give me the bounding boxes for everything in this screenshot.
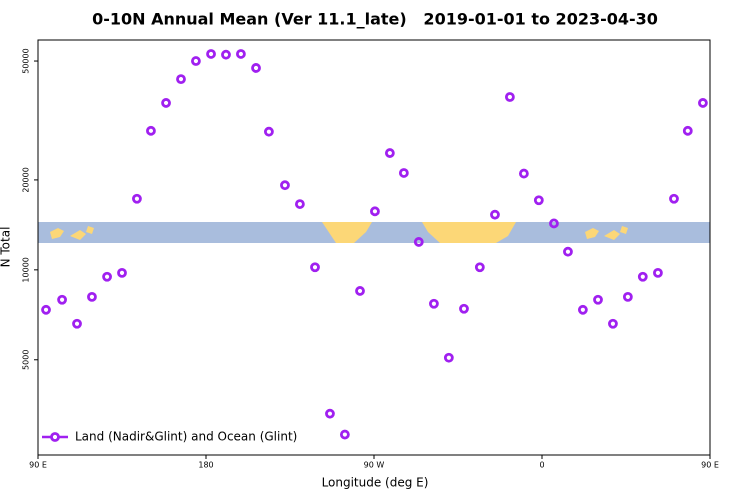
y-tick-label: 5000 [22, 350, 31, 370]
data-point [72, 318, 82, 329]
y-tick-label: 50000 [22, 48, 31, 73]
data-point [669, 193, 679, 204]
data-point [87, 291, 97, 302]
data-point [682, 125, 693, 136]
data-point [384, 148, 395, 158]
data-point [608, 318, 618, 329]
data-point [504, 92, 515, 102]
x-tick-label: 90 W [364, 461, 385, 470]
y-axis-label: N Total [0, 227, 13, 268]
data-point [459, 303, 469, 314]
data-point [370, 206, 380, 217]
data-point [264, 126, 274, 137]
data-point [577, 304, 588, 315]
data-point [622, 291, 633, 302]
data-point [294, 199, 305, 209]
data-point [413, 237, 424, 247]
data-point [355, 286, 365, 296]
x-tick-label: 180 [198, 461, 213, 470]
data-point [221, 49, 231, 60]
data-point [474, 262, 485, 273]
data-point [236, 49, 246, 59]
data-point [132, 193, 142, 204]
data-point [280, 180, 290, 191]
data-point [698, 98, 708, 108]
data-point [563, 246, 573, 257]
data-point [443, 352, 454, 363]
legend-label: Land (Nadir&Glint) and Ocean (Glint) [75, 430, 297, 444]
y-tick-label: 10000 [22, 257, 31, 282]
data-point [251, 63, 261, 73]
data-point [117, 267, 127, 278]
data-point [325, 408, 335, 419]
data-point [191, 56, 201, 66]
chart-title: 0-10N Annual Mean (Ver 11.1_late) 2019-0… [92, 10, 658, 29]
x-tick-label: 90 E [701, 461, 719, 470]
data-point [518, 168, 529, 179]
data-point [549, 218, 559, 229]
x-tick-label: 90 E [29, 461, 47, 470]
data-point [102, 271, 112, 282]
data-point [146, 125, 156, 136]
data-point [653, 267, 663, 278]
data-point [206, 49, 216, 59]
data-point [161, 98, 171, 108]
x-tick-label: 0 [539, 461, 544, 470]
legend-marker [50, 432, 60, 442]
data-point [533, 195, 544, 206]
plot-frame [37, 39, 711, 456]
data-point [398, 168, 409, 178]
data-point [339, 429, 350, 440]
map-band [38, 222, 710, 243]
data-point [637, 271, 648, 282]
data-point [310, 262, 320, 273]
data-point [176, 74, 186, 85]
data-point [593, 294, 603, 305]
data-point [429, 298, 439, 309]
x-axis-label: Longitude (deg E) [322, 476, 429, 490]
y-tick-label: 20000 [22, 167, 31, 192]
data-point [41, 304, 51, 315]
data-point [490, 209, 500, 220]
data-point [57, 294, 67, 305]
